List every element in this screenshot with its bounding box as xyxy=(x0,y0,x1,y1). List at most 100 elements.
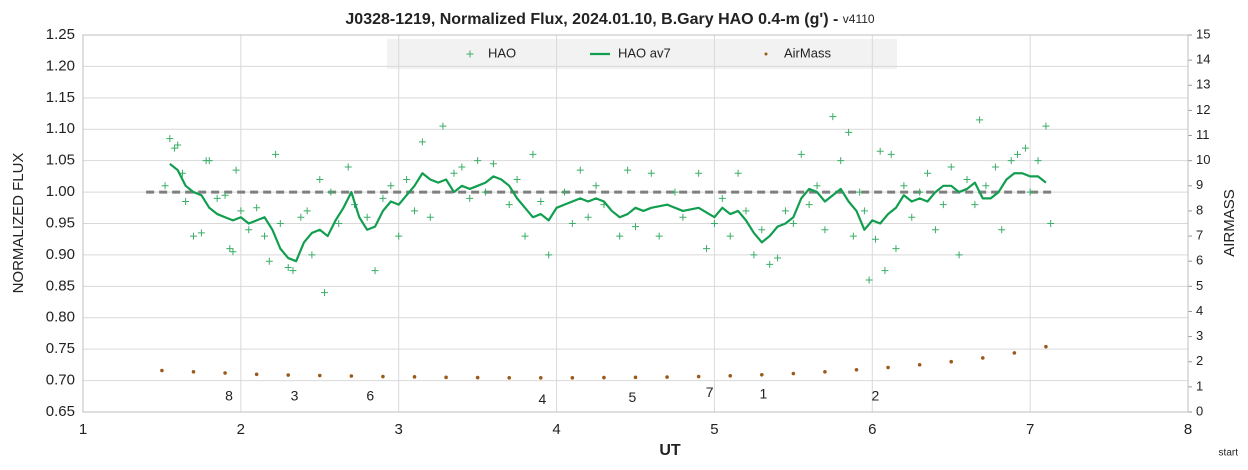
airmass-point xyxy=(317,373,322,378)
hao-point xyxy=(560,188,568,196)
hao-point xyxy=(679,213,687,221)
y-tick-label: 0.70 xyxy=(46,372,75,389)
hao-point xyxy=(466,194,474,202)
hao-point xyxy=(576,166,584,174)
y-tick-label: 1.00 xyxy=(46,183,75,200)
airmass-point xyxy=(160,368,164,373)
hao-point xyxy=(411,207,418,215)
annotation: 8 xyxy=(225,388,233,404)
hao-point xyxy=(976,116,984,124)
airmass-point xyxy=(444,375,448,380)
hao-point xyxy=(379,194,387,202)
y-tick-label: 0.75 xyxy=(46,340,75,357)
x-tick-label: 3 xyxy=(395,421,403,438)
airmass-point xyxy=(854,367,859,372)
hao-point xyxy=(845,128,853,136)
hao-point xyxy=(387,182,395,190)
hao-point xyxy=(1026,188,1034,196)
hao-point xyxy=(205,157,213,165)
hao-point xyxy=(537,198,545,206)
hao-point xyxy=(998,226,1006,234)
y2-tick-label: 8 xyxy=(1196,202,1203,217)
hao-point xyxy=(221,191,229,199)
hao-point xyxy=(892,245,900,253)
hao-point xyxy=(327,188,335,196)
y-tick-label: 1.25 xyxy=(46,26,75,43)
airmass-point xyxy=(223,371,227,375)
y2-tick-label: 3 xyxy=(1196,328,1203,343)
airmass-point xyxy=(412,375,417,379)
hao-point xyxy=(916,188,924,196)
hao-point xyxy=(426,213,434,221)
airmass-point xyxy=(791,371,796,376)
hao-point xyxy=(303,207,311,215)
hao-point xyxy=(505,201,513,209)
hao-point xyxy=(876,147,884,155)
airmass-point xyxy=(381,374,385,379)
hao-point xyxy=(931,226,939,234)
hao-point xyxy=(182,198,190,206)
airmass-point xyxy=(665,375,669,379)
hao-point xyxy=(395,232,403,240)
hao-point xyxy=(695,169,703,177)
hao-point xyxy=(513,176,521,184)
legend-symbol xyxy=(764,52,768,56)
hao-point xyxy=(166,135,174,143)
hao-point xyxy=(758,226,766,234)
annotation: 7 xyxy=(706,384,714,400)
hao-point xyxy=(703,245,711,253)
hao-point xyxy=(344,163,352,171)
y-tick-label: 1.05 xyxy=(46,152,75,169)
airmass-point xyxy=(980,356,985,360)
y2-tick-label: 13 xyxy=(1196,77,1210,92)
hao-point xyxy=(289,267,297,275)
y2-tick-label: 4 xyxy=(1196,303,1203,318)
y-tick-label: 0.90 xyxy=(46,246,75,263)
plot-frame xyxy=(82,34,1189,413)
hao-point xyxy=(245,226,253,234)
hao-point xyxy=(900,182,908,190)
hao-point xyxy=(371,267,379,275)
hao-point xyxy=(805,201,813,209)
x-tick-label: 7 xyxy=(1026,421,1034,438)
hao-point xyxy=(197,229,205,237)
hao-point xyxy=(750,251,758,259)
hao-point xyxy=(837,157,845,165)
hao-point xyxy=(860,207,868,215)
chart-title: J0328-1219, Normalized Flux, 2024.01.10,… xyxy=(345,11,874,28)
title-main: J0328-1219, Normalized Flux, 2024.01.10,… xyxy=(345,11,842,28)
airmass-point xyxy=(538,376,543,380)
hao-point xyxy=(482,188,490,196)
hao-point xyxy=(871,235,879,243)
hao-point xyxy=(710,220,718,227)
hao-point xyxy=(734,169,742,177)
airmass-point xyxy=(949,359,954,364)
airmass-point xyxy=(570,376,575,380)
hao-point xyxy=(190,232,197,240)
hao-point xyxy=(939,201,947,209)
hao-point xyxy=(887,150,895,158)
hao-point xyxy=(781,207,789,215)
y2-tick-label: 11 xyxy=(1196,127,1210,142)
hao-point xyxy=(237,207,245,215)
y-tick-label: 0.95 xyxy=(46,214,75,231)
y2-tick-label: 5 xyxy=(1196,278,1203,293)
y2-tick-label: 6 xyxy=(1196,253,1203,268)
hao-point xyxy=(813,182,821,190)
hao-point xyxy=(1021,144,1029,152)
annotation: 6 xyxy=(366,388,374,404)
y2-tick-label: 12 xyxy=(1196,102,1210,117)
y2-tick-label: 10 xyxy=(1196,152,1210,167)
hao-point xyxy=(450,169,458,177)
y-tick-label: 1.20 xyxy=(46,57,75,74)
hao-point xyxy=(272,150,280,158)
hao-point xyxy=(971,201,979,209)
airmass-point xyxy=(728,374,733,378)
y2-tick-label: 2 xyxy=(1196,353,1203,368)
hao-point xyxy=(955,251,963,259)
airmass-point xyxy=(602,375,606,380)
legend-symbol xyxy=(466,50,474,58)
hao-point xyxy=(829,113,837,121)
av7-line xyxy=(169,162,1047,263)
